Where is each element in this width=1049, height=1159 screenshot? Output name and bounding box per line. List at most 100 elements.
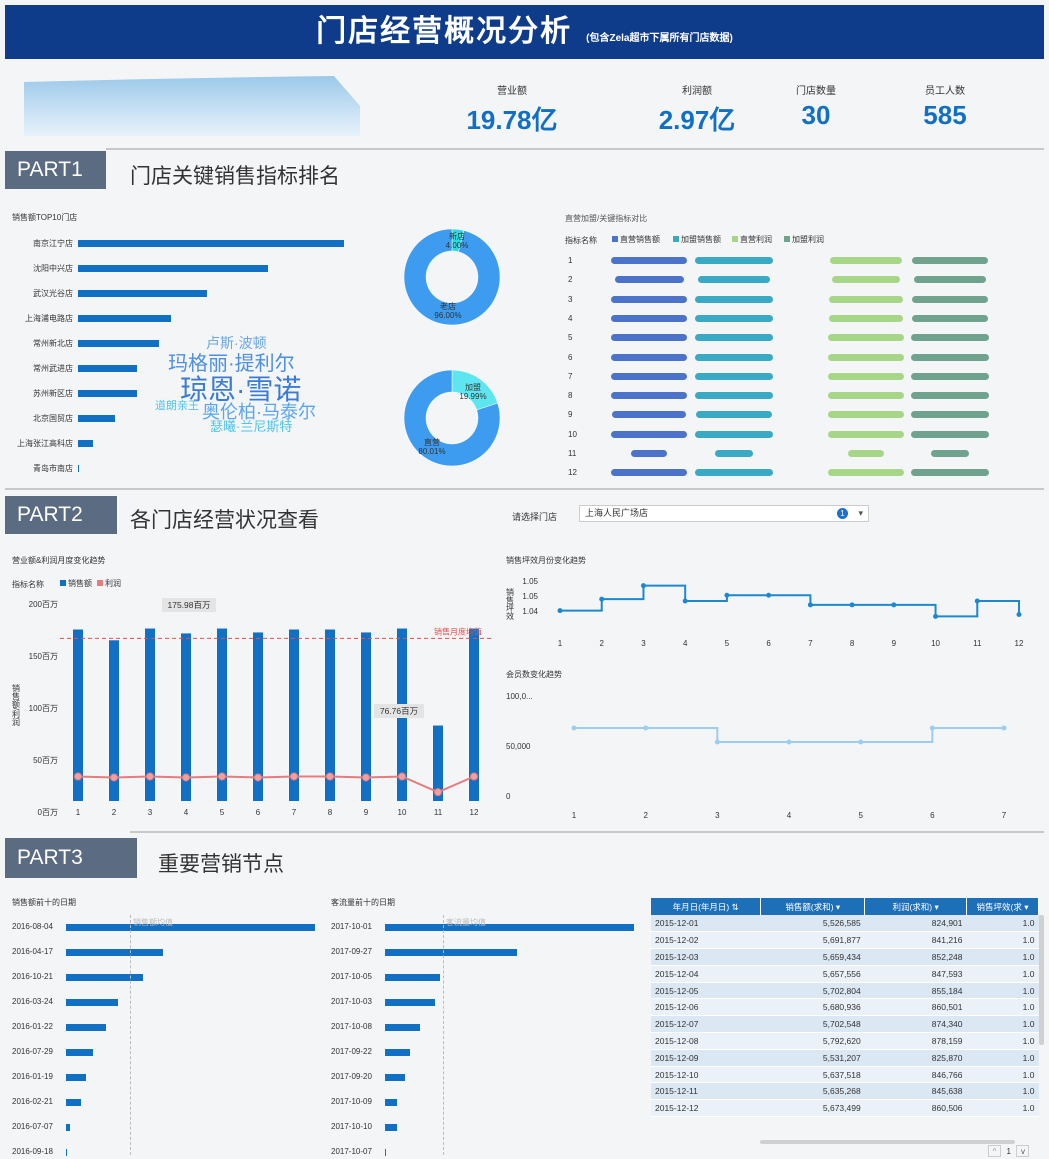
table-header-label: 利润(求和): [892, 901, 933, 912]
sort-icon[interactable]: ⇅: [729, 901, 739, 912]
top10-store-label: 南京江宁店: [33, 239, 73, 248]
table-row[interactable]: 2015-12-08 5,792,620 878,159 1.0: [651, 1032, 1039, 1050]
profit-point: [110, 773, 118, 782]
date-label: 2016-07-07: [12, 1122, 53, 1131]
compare-row-label: 1: [568, 256, 573, 265]
x-tick-label: 9: [892, 639, 897, 648]
table-row[interactable]: 2015-12-09 5,531,207 825,870 1.0: [651, 1049, 1039, 1067]
date-label: 2017-09-27: [331, 947, 372, 956]
compare-bar: [611, 257, 687, 264]
word-cloud-term: 瑟曦·兰尼斯特: [210, 419, 293, 434]
sales-top-title: 销售额前十的日期: [12, 898, 76, 907]
data-table[interactable]: 年月日(年月日) ⇅ 销售额(求和) ▾ 利润(求和) ▾ 销售坪效(求 ▾ 2015…: [651, 898, 1039, 1138]
date-label: 2017-10-01: [331, 922, 372, 931]
table-row[interactable]: 2015-12-06 5,680,936 860,501 1.0: [651, 998, 1039, 1017]
table-cell: 852,248: [864, 948, 967, 966]
table-row[interactable]: 2015-12-10 5,637,518 846,766 1.0: [651, 1066, 1039, 1084]
table-row[interactable]: 2015-12-07 5,702,548 874,340 1.0: [651, 1015, 1039, 1034]
donut-slice-label: 新店: [449, 231, 465, 241]
table-header-cell[interactable]: 销售额(求和) ▾: [760, 898, 866, 915]
part3-divider: [130, 831, 1044, 833]
top10-title: 销售额TOP10门店: [12, 213, 78, 222]
date-bar: [385, 1124, 398, 1131]
x-tick-label: 1: [558, 639, 563, 648]
x-tick-label: 10: [931, 639, 940, 648]
table-row[interactable]: 2015-12-11 5,635,268 845,638 1.0: [651, 1082, 1039, 1101]
date-label: 2017-09-20: [331, 1072, 372, 1081]
kpi-value: 2.97亿: [658, 105, 736, 135]
filter-dropdown-icon[interactable]: ▾: [833, 901, 841, 912]
x-tick-label: 6: [930, 811, 935, 820]
x-tick-label: 4: [787, 811, 792, 820]
page-next-button[interactable]: v: [1016, 1145, 1030, 1157]
filter-dropdown-icon[interactable]: ▾: [1021, 901, 1029, 912]
table-horizontal-scrollbar[interactable]: [760, 1140, 1015, 1144]
max-callout-label: 175.98百万: [168, 600, 211, 610]
x-tick-label: 5: [725, 639, 730, 648]
sales-average-label: 销售月度均值: [434, 626, 482, 636]
member-point: [1001, 725, 1007, 731]
date-label: 2016-10-21: [12, 972, 53, 981]
top10-store-label: 上海张江高科店: [17, 439, 73, 448]
compare-bar: [694, 353, 774, 361]
compare-bar: [611, 353, 687, 361]
table-cell: 2015-12-04: [651, 965, 761, 983]
max-callout: 175.98百万: [162, 598, 216, 612]
top10-bar: [78, 390, 137, 397]
kpi-value: 19.78亿: [466, 105, 558, 135]
sales-bar: [325, 629, 335, 801]
date-bar: [66, 1149, 67, 1156]
table-cell: 1.0: [966, 965, 1039, 983]
page-subtitle: (包含Zela超市下属所有门店数据): [586, 33, 733, 45]
date-bar: [66, 999, 119, 1006]
table-row[interactable]: 2015-12-04 5,657,556 847,593 1.0: [651, 965, 1039, 983]
compare-bar: [911, 314, 989, 322]
top10-bar: [78, 440, 93, 447]
member-point: [714, 739, 720, 745]
x-tick-label: 5: [858, 811, 863, 820]
table-vertical-scrollbar[interactable]: [1039, 915, 1044, 1045]
compare-bar: [910, 334, 990, 342]
sales-bar: [253, 632, 263, 801]
efficiency-point: [933, 613, 939, 619]
page-prev-button[interactable]: ^: [988, 1145, 1001, 1157]
compare-bar: [828, 392, 904, 400]
x-tick-label: 7: [292, 808, 297, 817]
part3-badge: PART3: [5, 838, 137, 878]
compare-bar: [828, 334, 904, 342]
table-header-cell[interactable]: 销售坪效(求 ▾: [966, 898, 1039, 915]
profit-point: [362, 773, 370, 782]
efficiency-point: [766, 592, 772, 598]
date-label: 2016-01-22: [12, 1022, 53, 1031]
table-row[interactable]: 2015-12-12 5,673,499 860,506 1.0: [651, 1099, 1039, 1118]
member-point: [929, 725, 935, 731]
efficiency-point: [599, 596, 605, 602]
efficiency-point: [724, 592, 730, 598]
table-header-cell[interactable]: 年月日(年月日) ⇅: [651, 898, 762, 915]
x-tick-label: 4: [184, 808, 189, 817]
sales-bar: [361, 632, 371, 801]
store-select[interactable]: 上海人民广场店 1 ▾: [579, 505, 869, 522]
table-header-cell[interactable]: 利润(求和) ▾: [864, 898, 968, 915]
x-tick-label: 3: [641, 639, 646, 648]
profit-point: [218, 772, 226, 781]
table-row[interactable]: 2015-12-03 5,659,434 852,248 1.0: [651, 948, 1039, 966]
member-title: 会员数变化趋势: [506, 670, 562, 679]
date-label: 2017-10-03: [331, 997, 372, 1006]
date-bar: [66, 924, 315, 931]
table-row[interactable]: 2015-12-05 5,702,804 855,184 1.0: [651, 982, 1039, 1000]
word-cloud-term: 玛格丽·提利尔: [168, 353, 295, 375]
efficiency-point: [891, 602, 897, 608]
filter-dropdown-icon[interactable]: ▾: [932, 901, 939, 912]
table-cell: 1.0: [966, 931, 1039, 950]
table-row[interactable]: 2015-12-01 5,526,585 824,901 1.0: [651, 915, 1039, 933]
compare-legend-head: 指标名称: [565, 236, 597, 245]
compare-bar: [611, 295, 687, 303]
table-cell: 2015-12-12: [651, 1099, 761, 1118]
table-cell: 825,870: [864, 1049, 967, 1067]
efficiency-point: [1016, 611, 1022, 617]
table-row[interactable]: 2015-12-02 5,691,877 841,216 1.0: [651, 931, 1039, 950]
compare-row-label: 9: [568, 410, 573, 420]
table-cell: 1.0: [966, 998, 1039, 1017]
